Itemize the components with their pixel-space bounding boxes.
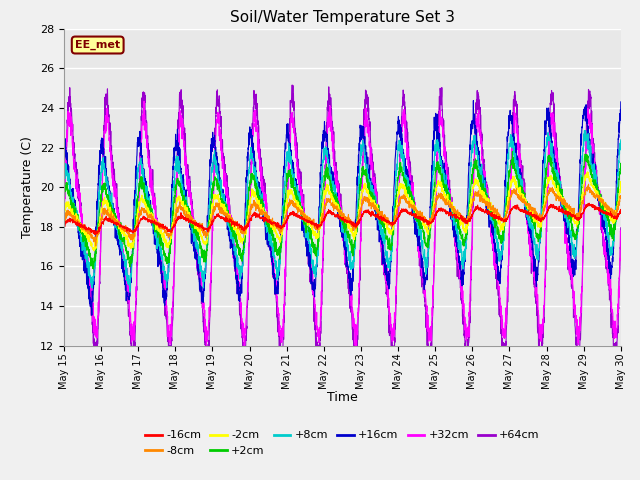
+16cm [157,261,164,267]
+64cm [289,82,296,88]
-2cm [60,213,68,218]
+2cm [60,192,68,198]
+64cm [60,221,68,227]
+8cm [126,288,134,294]
+16cm [88,312,96,318]
Y-axis label: Temperature (C): Temperature (C) [22,136,35,238]
+8cm [298,205,306,211]
+2cm [617,160,625,166]
Legend: -16cm, -8cm, -2cm, +2cm, +8cm, +16cm, +32cm, +64cm: -16cm, -8cm, -2cm, +2cm, +8cm, +16cm, +3… [141,426,544,460]
+32cm [606,279,614,285]
+8cm [274,266,282,272]
-2cm [124,240,132,246]
+32cm [140,98,148,104]
+64cm [606,291,614,297]
+32cm [124,265,131,271]
-2cm [90,248,98,254]
Line: +8cm: +8cm [64,131,621,291]
-16cm [617,207,625,213]
-16cm [606,211,614,217]
+16cm [470,97,477,103]
-8cm [606,207,614,213]
-16cm [60,225,68,231]
+32cm [60,222,68,228]
Line: +32cm: +32cm [64,101,621,347]
+32cm [241,344,248,350]
+64cm [426,370,434,376]
+2cm [274,252,282,258]
+2cm [509,148,516,154]
-2cm [298,208,306,214]
-2cm [274,234,282,240]
-8cm [60,222,68,228]
+8cm [606,249,614,254]
-8cm [157,221,164,227]
+64cm [124,292,131,298]
+64cm [547,100,554,106]
+8cm [580,128,588,133]
+16cm [60,150,68,156]
+8cm [546,136,554,142]
+16cm [547,129,554,135]
Line: +2cm: +2cm [64,151,621,269]
+16cm [298,218,306,224]
Text: EE_met: EE_met [75,40,120,50]
+8cm [157,248,164,253]
-2cm [157,229,164,235]
-8cm [617,193,625,199]
Line: -16cm: -16cm [64,203,621,235]
+16cm [617,99,625,105]
+8cm [60,170,68,176]
-16cm [546,203,554,209]
Line: +64cm: +64cm [64,85,621,373]
+64cm [298,191,306,196]
+64cm [157,271,164,276]
-16cm [124,228,132,233]
+16cm [124,289,132,295]
-8cm [546,188,554,194]
+2cm [547,160,554,166]
-2cm [584,169,591,175]
-16cm [586,200,593,206]
+64cm [274,319,282,325]
+2cm [157,243,164,249]
-8cm [298,207,306,213]
-16cm [91,232,99,238]
+32cm [298,190,306,195]
+2cm [90,266,97,272]
-16cm [274,223,282,229]
+32cm [547,126,554,132]
+32cm [274,307,282,312]
+2cm [606,223,614,228]
Line: +16cm: +16cm [64,100,621,315]
+2cm [298,207,306,213]
+8cm [617,137,625,143]
-8cm [585,181,593,187]
-16cm [157,222,164,228]
+16cm [274,279,282,285]
+2cm [124,251,132,257]
+8cm [124,280,131,286]
-2cm [606,212,614,218]
+16cm [606,260,614,265]
-8cm [124,230,132,236]
+32cm [617,228,625,234]
X-axis label: Time: Time [327,391,358,404]
-8cm [92,243,100,249]
-8cm [274,225,282,230]
-2cm [546,175,554,181]
Line: -2cm: -2cm [64,172,621,251]
-16cm [298,214,306,219]
Title: Soil/Water Temperature Set 3: Soil/Water Temperature Set 3 [230,10,455,25]
-2cm [617,182,625,188]
+64cm [617,225,625,230]
+32cm [157,258,164,264]
Line: -8cm: -8cm [64,184,621,246]
